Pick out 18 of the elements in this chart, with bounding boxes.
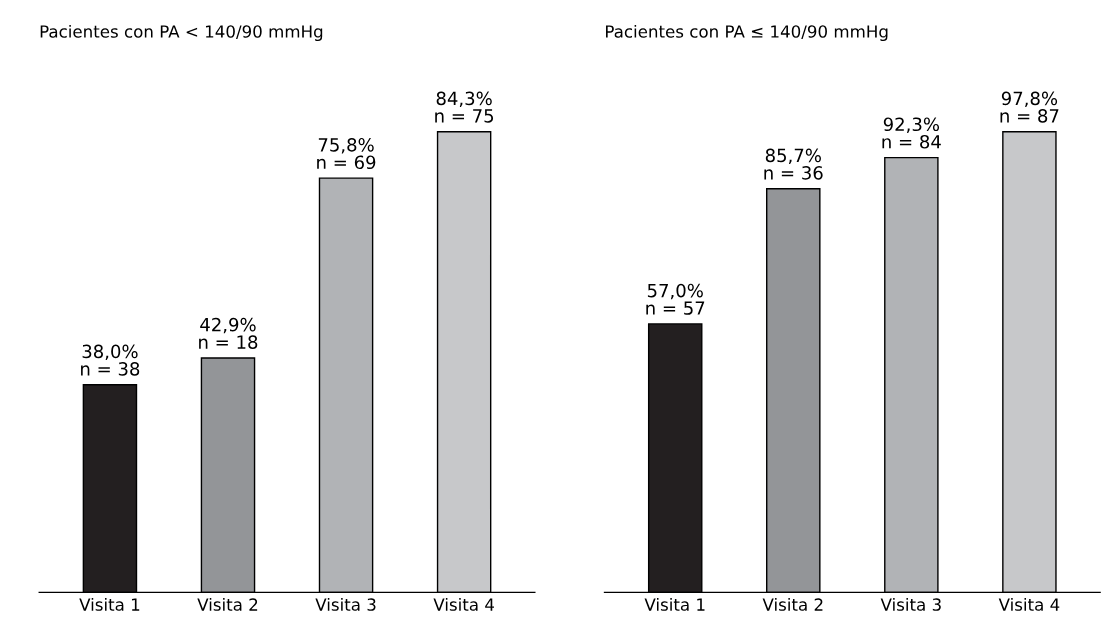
x-tick-label: Visita 1: [79, 597, 140, 611]
x-tick-label: Visita 3: [880, 597, 941, 611]
chart-title: Pacientes con PA ≤ 140/90 mmHg: [606, 24, 888, 42]
x-tick-label: Visita 3: [315, 597, 376, 611]
x-tick-label: Visita 2: [762, 597, 823, 611]
x-tick-label: Visita 1: [644, 597, 705, 611]
data-label: 57,0% n = 57: [646, 283, 705, 315]
chart-title: Pacientes con PA < 140/90 mmHg: [40, 24, 323, 42]
data-label: 97,8% n = 87: [1000, 91, 1059, 123]
data-label: 42,9% n = 18: [199, 317, 258, 349]
data-label: 85,7% n = 36: [764, 148, 823, 180]
data-label: 92,3% n = 84: [882, 117, 941, 149]
data-label: 84,3% n = 75: [435, 91, 494, 123]
x-tick-label: Visita 4: [998, 597, 1060, 611]
x-tick-label: Visita 2: [197, 597, 258, 611]
data-label: 75,8% n = 69: [317, 137, 376, 170]
x-tick-label: Visita 4: [433, 597, 494, 611]
data-label: 38,0% n = 38: [81, 344, 140, 376]
